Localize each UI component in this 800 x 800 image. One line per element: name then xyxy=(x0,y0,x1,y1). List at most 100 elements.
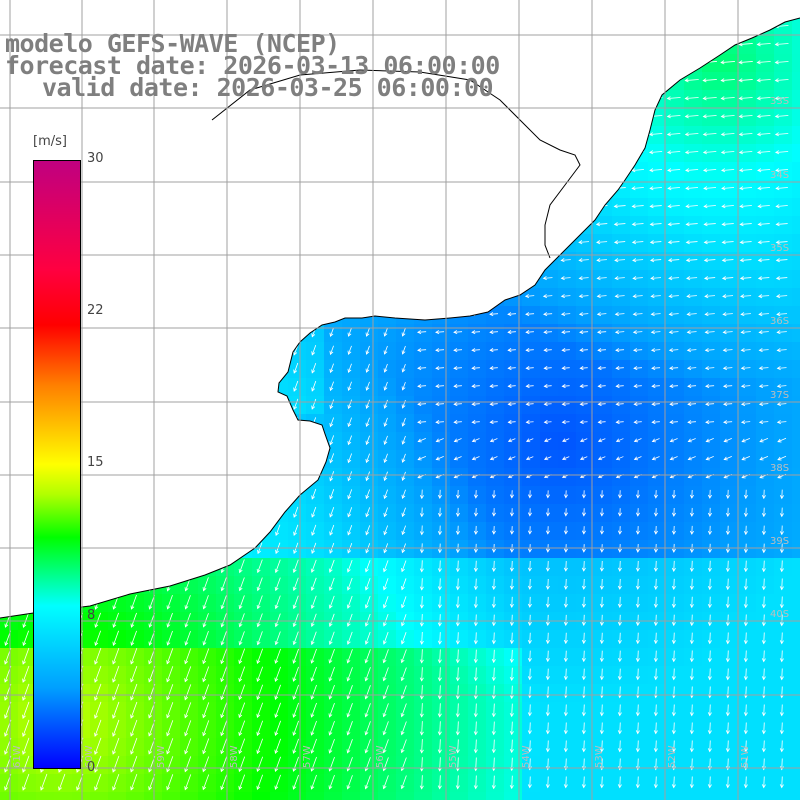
wind-speed-cell xyxy=(54,774,73,793)
wind-arrow xyxy=(653,722,658,735)
wind-arrow xyxy=(401,489,406,500)
wind-arrow xyxy=(507,420,516,425)
wind-speed-cell xyxy=(756,738,775,757)
wind-arrow xyxy=(581,526,586,535)
wind-speed-cell xyxy=(342,414,361,433)
wind-speed-cell xyxy=(738,180,757,199)
wind-speed-cell xyxy=(648,216,667,235)
wind-arrow xyxy=(738,132,753,137)
wind-speed-cell xyxy=(108,702,127,721)
wind-arrow xyxy=(401,578,407,591)
wind-speed-cell xyxy=(360,684,379,703)
wind-arrow xyxy=(743,776,748,789)
wind-arrow xyxy=(256,756,264,773)
wind-speed-cell xyxy=(558,252,577,271)
wind-speed-cell xyxy=(252,756,271,775)
wind-arrow xyxy=(130,665,138,683)
wind-arrow xyxy=(22,719,30,737)
wind-speed-cell xyxy=(414,504,433,523)
wind-speed-cell xyxy=(450,720,469,739)
wind-arrow xyxy=(274,613,281,628)
wind-arrow xyxy=(739,222,752,227)
wind-speed-cell xyxy=(612,774,631,793)
wind-speed-cell xyxy=(432,558,451,577)
wind-arrow xyxy=(703,186,717,191)
wind-speed-cell xyxy=(360,720,379,739)
wind-speed-cell xyxy=(450,360,469,379)
wind-arrow xyxy=(650,258,662,263)
wind-arrow xyxy=(560,276,571,281)
wind-speed-cell xyxy=(774,540,793,559)
wind-arrow xyxy=(347,453,353,464)
wind-speed-cell xyxy=(270,648,289,667)
wind-arrow xyxy=(455,739,460,754)
wind-speed-cell xyxy=(144,774,163,793)
wind-arrow xyxy=(94,755,102,773)
wind-arrow xyxy=(166,648,174,665)
wind-arrow xyxy=(383,525,389,536)
wind-speed-cell xyxy=(738,306,757,325)
latitude-label: 37S xyxy=(770,390,789,401)
wind-arrow xyxy=(599,596,604,608)
wind-arrow xyxy=(761,632,766,645)
wind-arrow xyxy=(383,363,388,373)
wind-arrow xyxy=(563,704,568,717)
wind-arrow xyxy=(292,684,299,700)
wind-arrow xyxy=(743,596,748,609)
wind-arrow xyxy=(707,614,712,627)
wind-speed-cell xyxy=(594,288,613,307)
wind-arrow xyxy=(671,596,676,609)
wind-arrow xyxy=(684,96,699,101)
wind-arrow xyxy=(112,701,120,719)
longitude-label: 55W xyxy=(448,745,459,768)
wind-speed-cell xyxy=(756,342,775,361)
wind-arrow xyxy=(738,96,753,101)
wind-speed-cell xyxy=(162,648,181,667)
wind-arrow xyxy=(581,614,586,627)
wind-speed-cell xyxy=(630,648,649,667)
wind-speed-cell xyxy=(108,684,127,703)
wind-speed-cell xyxy=(612,684,631,703)
wind-speed-cell xyxy=(234,666,253,685)
wind-speed-cell xyxy=(594,648,613,667)
wind-speed-cell xyxy=(684,396,703,415)
wind-speed-cell xyxy=(360,360,379,379)
wind-arrow xyxy=(293,398,299,410)
wind-arrow xyxy=(671,507,676,517)
wind-speed-cell xyxy=(306,594,325,613)
wind-speed-cell xyxy=(720,396,739,415)
wind-speed-cell xyxy=(720,216,739,235)
wind-arrow xyxy=(220,702,228,719)
wind-arrow xyxy=(615,420,624,425)
wind-arrow xyxy=(382,685,389,700)
wind-arrow xyxy=(220,684,228,701)
wind-speed-cell xyxy=(486,666,505,685)
wind-arrow xyxy=(666,114,681,119)
wind-speed-cell xyxy=(306,684,325,703)
wind-arrow xyxy=(707,722,712,735)
wind-speed-cell xyxy=(630,324,649,343)
wind-speed-cell xyxy=(576,396,595,415)
wind-speed-cell xyxy=(324,378,343,397)
wind-speed-cell xyxy=(306,738,325,757)
wind-speed-cell xyxy=(414,468,433,487)
wind-speed-cell xyxy=(684,216,703,235)
wind-arrow xyxy=(365,453,370,464)
wind-speed-cell xyxy=(198,702,217,721)
wind-arrow xyxy=(130,719,138,737)
wind-arrow xyxy=(650,348,661,353)
wind-speed-cell xyxy=(666,684,685,703)
wind-arrow xyxy=(595,222,608,227)
wind-arrow xyxy=(779,614,784,627)
wind-speed-cell xyxy=(414,684,433,703)
wind-speed-cell xyxy=(756,432,775,451)
wind-speed-cell xyxy=(792,72,800,91)
wind-speed-cell xyxy=(324,774,343,793)
wind-arrow xyxy=(740,330,751,335)
wind-arrow xyxy=(400,667,407,682)
wind-speed-cell xyxy=(360,756,379,775)
wind-arrow xyxy=(328,613,335,627)
wind-speed-cell xyxy=(558,468,577,487)
wind-speed-cell xyxy=(324,360,343,379)
